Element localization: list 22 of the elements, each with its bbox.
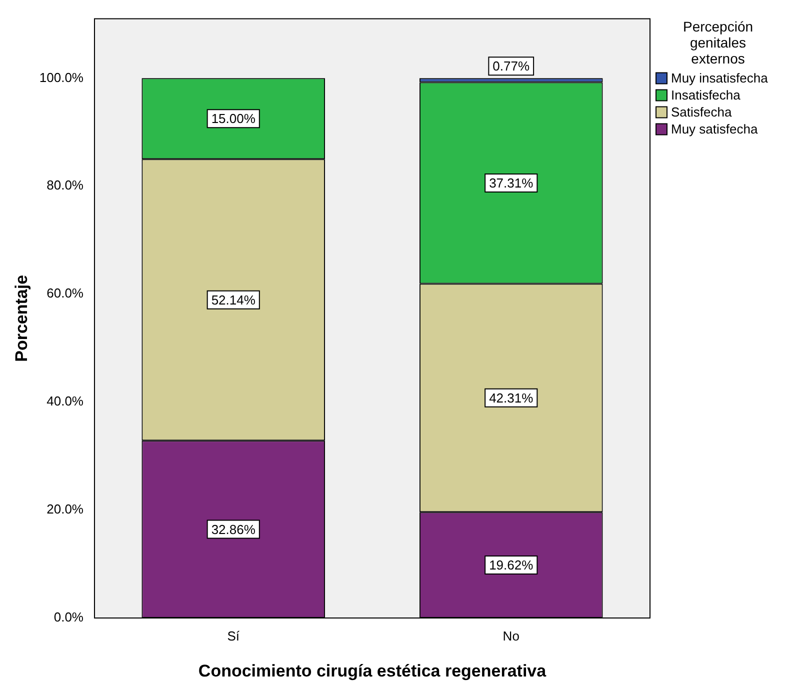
x-axis-title: Conocimiento cirugía estética regenerativa xyxy=(198,661,547,680)
y-tick-label: 0.0% xyxy=(54,610,84,625)
x-tick-label: Sí xyxy=(227,628,240,644)
legend-label: Muy insatisfecha xyxy=(671,70,769,86)
data-label: 37.31% xyxy=(489,176,534,191)
x-tick-label: No xyxy=(502,628,520,644)
data-label: 52.14% xyxy=(211,292,256,308)
y-axis-title: Porcentaje xyxy=(12,274,31,362)
data-label: 19.62% xyxy=(489,558,534,573)
data-label: 42.31% xyxy=(489,390,534,406)
y-tick-label: 20.0% xyxy=(46,502,84,517)
legend-label: Satisfecha xyxy=(671,104,732,120)
legend-title: Percepción genitales externos xyxy=(682,18,754,67)
y-tick-label: 60.0% xyxy=(46,286,84,301)
y-tick-label: 80.0% xyxy=(46,178,84,193)
y-tick-label: 100.0% xyxy=(39,70,84,85)
data-label: 15.00% xyxy=(211,111,256,126)
legend-label: Insatisfecha xyxy=(671,87,742,102)
y-tick-label: 40.0% xyxy=(46,394,84,409)
data-label: 0.77% xyxy=(492,58,530,74)
legend-label: Muy satisfecha xyxy=(671,121,758,136)
data-label: 32.86% xyxy=(211,522,256,537)
